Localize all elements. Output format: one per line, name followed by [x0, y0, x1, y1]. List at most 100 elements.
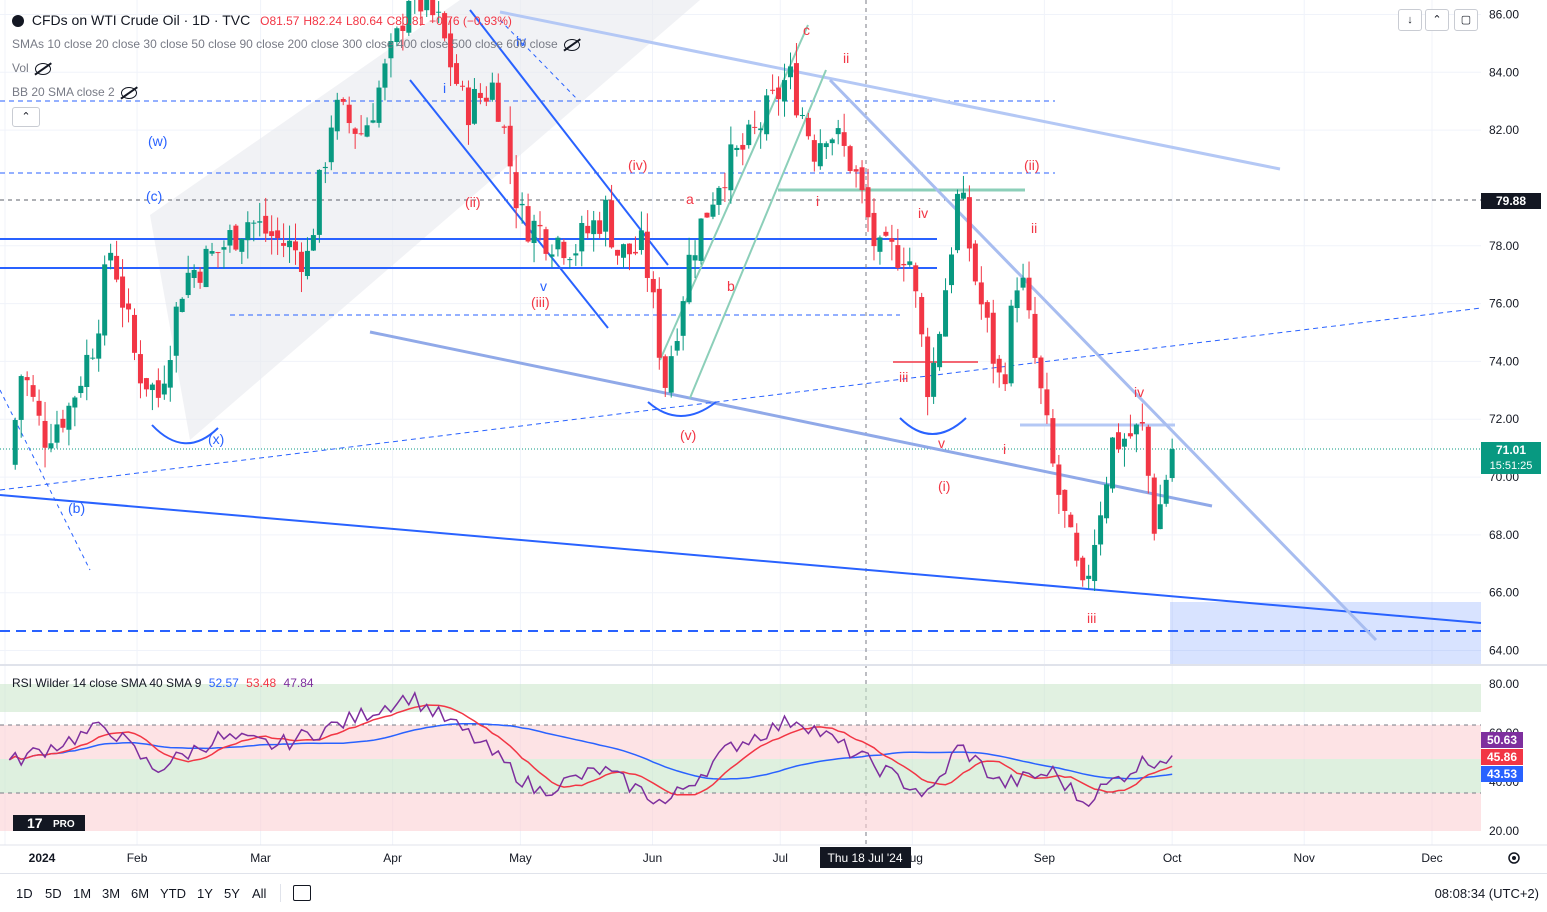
wave-label[interactable]: (c) — [146, 188, 162, 204]
wave-label[interactable]: i — [443, 80, 446, 96]
maximize-pane-button[interactable]: ⌃ — [1425, 9, 1449, 31]
candle-body — [800, 115, 805, 116]
rsi-legend[interactable]: RSI Wilder 14 close SMA 40 SMA 9 52.57 5… — [12, 676, 314, 690]
timeframe-6m[interactable]: 6M — [131, 886, 149, 901]
timeframe-ytd[interactable]: YTD — [160, 886, 186, 901]
arrow-down-icon: ↓ — [1407, 14, 1413, 26]
wave-label[interactable]: (iv) — [628, 157, 647, 173]
candle-body — [275, 230, 280, 238]
scroll-down-button[interactable]: ↓ — [1398, 9, 1422, 31]
candle-body — [269, 231, 274, 236]
ohlc-high: H82.24 — [303, 14, 342, 28]
candle-body — [937, 334, 942, 367]
candle-body — [233, 226, 238, 250]
target-zone-box[interactable] — [1170, 602, 1481, 665]
candle-body — [1164, 480, 1169, 504]
wave-label[interactable]: iv — [1134, 384, 1144, 400]
candle-body — [710, 205, 715, 217]
candle-body — [168, 360, 173, 388]
symbol-status-icon — [12, 15, 24, 27]
candle-body — [776, 88, 781, 100]
clock-display[interactable]: 08:08:34 (UTC+2) — [1435, 886, 1539, 901]
wave-label[interactable]: (ii) — [465, 194, 481, 210]
candle-body — [329, 128, 334, 163]
price-axis: 86.0084.0082.0078.0076.0074.0072.0070.00… — [1489, 7, 1519, 657]
eye-off-icon[interactable] — [121, 87, 137, 99]
trendline-wedge-upper[interactable] — [500, 12, 1280, 169]
candle-body — [210, 251, 215, 254]
wave-label[interactable]: a — [686, 191, 694, 207]
eye-off-icon[interactable] — [35, 63, 51, 75]
last-price-value: 71.01 — [1481, 442, 1541, 458]
trendline-green-b[interactable] — [690, 70, 826, 398]
svg-text:17: 17 — [27, 815, 43, 831]
wave-label[interactable]: i — [1003, 441, 1006, 457]
wave-label[interactable]: v — [540, 278, 547, 294]
bb-legend[interactable]: BB 20 SMA close 2 — [12, 85, 137, 99]
timeframe-all[interactable]: All — [252, 886, 266, 901]
candle-body — [150, 385, 155, 390]
vol-legend[interactable]: Vol — [12, 61, 51, 75]
tradingview-logo[interactable]: 17 PRO — [13, 815, 85, 831]
wave-label[interactable]: iv — [918, 205, 928, 221]
eye-off-icon[interactable] — [564, 39, 580, 51]
symbol-legend[interactable]: CFDs on WTI Crude Oil · 1D · TVC O81.57 … — [12, 12, 512, 28]
timeframe-5d[interactable]: 5D — [45, 886, 62, 901]
wave-label[interactable]: ii — [843, 50, 849, 66]
candle-body — [973, 244, 978, 282]
wave-label[interactable]: iii — [1087, 610, 1096, 626]
candle-body — [478, 93, 483, 98]
wave-label[interactable]: (w) — [148, 133, 167, 149]
timeframe-1y[interactable]: 1Y — [197, 886, 213, 901]
timeframe-1m[interactable]: 1M — [73, 886, 91, 901]
candle-body — [967, 197, 972, 248]
rsi-value-2: 53.48 — [246, 676, 276, 690]
timeframe-5y[interactable]: 5Y — [224, 886, 240, 901]
candle-body — [1146, 427, 1151, 476]
arc-v-aug[interactable] — [900, 418, 966, 434]
wave-label[interactable]: iii — [899, 369, 908, 385]
arc-v-jun[interactable] — [648, 402, 716, 416]
wave-label[interactable]: b — [727, 278, 735, 294]
sma-legend[interactable]: SMAs 10 close 20 close 30 close 50 close… — [12, 37, 580, 51]
candle-body — [794, 63, 799, 115]
wave-label[interactable]: (b) — [68, 500, 85, 516]
vol-legend-text: Vol — [12, 61, 29, 75]
chevron-up-double-icon: ⌃ — [1432, 14, 1441, 26]
candle-body — [907, 261, 912, 265]
wave-label[interactable]: (x) — [208, 431, 224, 447]
price-axis-label: 68.00 — [1489, 528, 1519, 542]
candle-body — [281, 243, 286, 246]
wave-label[interactable]: (iii) — [531, 294, 550, 310]
candle-body — [609, 200, 614, 247]
candle-body — [174, 307, 179, 356]
wave-label[interactable]: i — [816, 193, 819, 209]
timeframe-1d[interactable]: 1D — [16, 886, 33, 901]
candle-body — [335, 100, 340, 131]
chevron-up-icon: ⌃ — [21, 111, 30, 123]
trendline-long-support[interactable] — [0, 495, 1481, 623]
gear-icon[interactable] — [1509, 853, 1519, 863]
calendar-range-icon[interactable] — [293, 885, 311, 901]
timeframe-3m[interactable]: 3M — [102, 886, 120, 901]
fullscreen-button[interactable]: ▢ — [1454, 9, 1478, 31]
price-axis-label: 66.00 — [1489, 586, 1519, 600]
wave-label[interactable]: (v) — [680, 427, 696, 443]
collapse-legend-button[interactable]: ⌃ — [12, 107, 40, 127]
wave-label[interactable]: (i) — [938, 478, 950, 494]
candle-body — [132, 315, 137, 353]
candle-body — [1116, 432, 1121, 449]
time-axis-label: Dec — [1421, 851, 1442, 865]
rsi-axis-label: 80.00 — [1489, 677, 1519, 691]
wave-label[interactable]: v — [938, 435, 945, 451]
candle-body — [347, 105, 352, 123]
wave-label[interactable]: (ii) — [1024, 157, 1040, 173]
symbol-title[interactable]: CFDs on WTI Crude Oil · 1D · TVC — [32, 12, 250, 28]
candle-body — [740, 145, 745, 150]
candle-body — [848, 146, 853, 171]
candle-body — [716, 188, 721, 205]
wave-label[interactable]: c — [803, 22, 810, 38]
wave-label[interactable]: ii — [1031, 220, 1037, 236]
